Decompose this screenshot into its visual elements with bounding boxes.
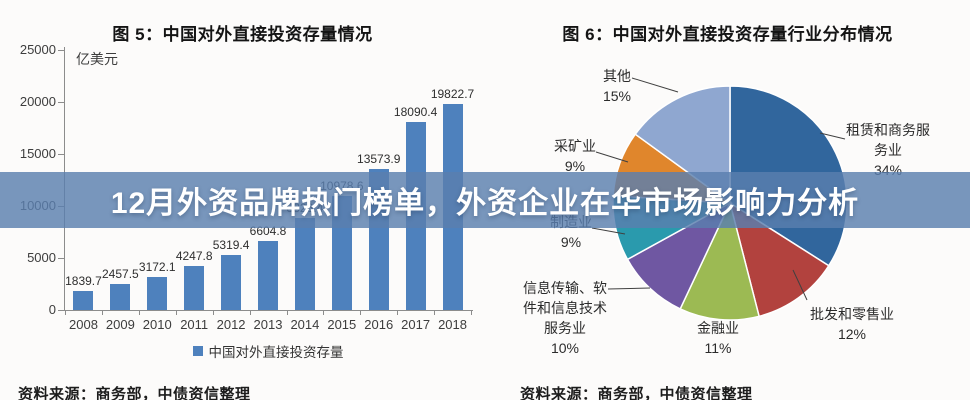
bar-2009 [110, 284, 131, 310]
pie-chart-title: 图 6：中国对外直接投资存量行业分布情况 [562, 25, 893, 45]
x-tick-mark [360, 310, 362, 315]
x-axis-line [64, 310, 473, 311]
bar-2013 [258, 241, 278, 310]
x-tick-label: 2009 [105, 317, 135, 332]
x-tick-mark [212, 310, 214, 315]
bar-value-label: 1839.7 [65, 273, 102, 288]
pie-leader-line-0 [819, 132, 846, 140]
x-tick-mark [101, 310, 103, 315]
x-tick-mark [138, 310, 140, 315]
pie-slice-label-1: 批发和零售业 12% [810, 306, 894, 342]
legend-swatch [192, 346, 203, 356]
pie-slice-label-0: 租赁和商务服 务业 34% [846, 122, 930, 178]
pie-leader-line-5 [595, 151, 629, 163]
x-tick-mark [249, 310, 251, 315]
y-tick-label: 20000 [19, 94, 56, 109]
y-tick-mark [58, 154, 64, 155]
x-tick-mark [397, 310, 399, 315]
y-tick-label: 5000 [27, 250, 56, 265]
x-tick-mark [323, 310, 325, 315]
bar-value-label: 4247.8 [175, 248, 213, 263]
pie-slice-label-3: 信息传输、软 件和信息技术 服务业 10% [523, 280, 607, 356]
bar-value-label: 13573.9 [357, 151, 401, 166]
x-tick-label: 2008 [69, 317, 98, 332]
x-tick-label: 2012 [216, 317, 246, 332]
bar-2011 [184, 265, 205, 310]
bar-value-label: 2457.5 [102, 267, 139, 282]
x-tick-label: 2014 [290, 317, 320, 332]
x-tick-label: 2017 [401, 317, 431, 332]
bar-2012 [221, 254, 242, 310]
y-tick-label: 15000 [19, 146, 56, 161]
source-note: 资料来源：商务部，中债资信整理 [520, 386, 753, 400]
pie-slice-label-6: 其他 15% [602, 68, 632, 104]
x-tick-label: 2011 [180, 317, 209, 332]
pie-slice-1 [728, 201, 830, 318]
y-tick-mark [58, 102, 64, 103]
pie-slice-label-5: 采矿业 9% [554, 138, 596, 174]
legend: 中国对外直接投资存量 [65, 341, 471, 361]
y-tick-label: 0 [48, 302, 56, 317]
bar-2010 [147, 277, 168, 310]
y-tick-mark [58, 258, 64, 259]
bar-value-label: 18090.4 [393, 104, 438, 119]
x-tick-mark [286, 310, 288, 315]
bar-2008 [73, 290, 94, 310]
x-tick-mark [471, 310, 472, 315]
legend-label: 中国对外直接投资存量 [208, 345, 344, 360]
pie-leader-line-1 [792, 269, 808, 301]
x-tick-mark [434, 310, 436, 315]
source-note: 资料来源：商务部，中债资信整理 [18, 386, 251, 400]
y-axis-unit-label: 亿美元 [76, 51, 118, 67]
y-tick-mark [58, 50, 64, 51]
pie-leader-line-6 [631, 77, 679, 93]
x-tick-mark [175, 310, 177, 315]
x-tick-label: 2015 [327, 317, 357, 332]
pie-slice-2 [679, 200, 761, 321]
pie-slice-label-2: 金融业 11% [697, 320, 739, 356]
bar-value-label: 19822.7 [430, 86, 475, 101]
x-tick-label: 2010 [142, 317, 172, 332]
y-tick-mark [58, 310, 64, 311]
bar-2014 [294, 218, 315, 310]
bar-chart-title: 图 5：中国对外直接投资存量情况 [112, 25, 373, 45]
y-tick-label: 25000 [19, 42, 56, 57]
x-tick-label: 2018 [438, 317, 467, 332]
x-tick-label: 2013 [253, 317, 283, 332]
x-tick-label: 2016 [364, 317, 394, 332]
bar-value-label: 5319.4 [212, 237, 250, 252]
headline-banner-overlay: 12月外资品牌热门榜单，外资企业在华市场影响力分析 [0, 172, 970, 228]
bar-value-label: 3172.1 [138, 260, 176, 274]
banner-text: 12月外资品牌热门榜单，外资企业在华市场影响力分析 [110, 187, 860, 220]
x-tick-mark [65, 310, 66, 315]
pie-leader-line-3 [607, 287, 651, 290]
pie-leader-line-4 [591, 227, 626, 235]
